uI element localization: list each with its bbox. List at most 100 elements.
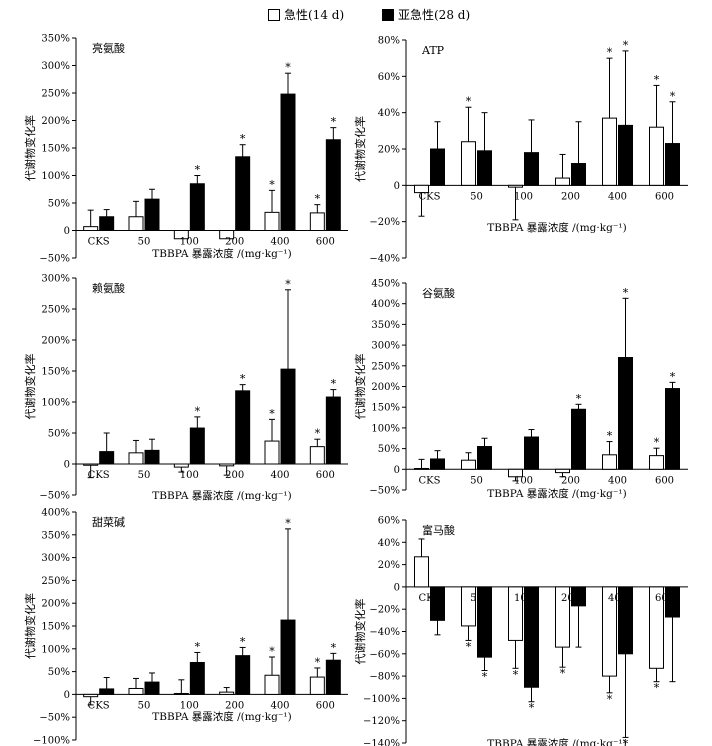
x-tick-label: 50: [138, 700, 151, 711]
bar-subacute: [477, 446, 492, 470]
y-tick-label: 350%: [41, 530, 70, 541]
y-tick-label: 250%: [41, 89, 70, 100]
x-tick-label: CKS: [419, 593, 441, 604]
bar-subacute: [524, 436, 539, 470]
y-tick-label: 50%: [48, 199, 70, 210]
bar-subacute: [280, 619, 296, 695]
bar-acute: [414, 467, 429, 470]
bar-acute: [649, 126, 664, 186]
bar-subacute: [144, 681, 160, 695]
x-tick-label: 600: [655, 475, 674, 486]
bar-acute: [264, 674, 280, 695]
bar-acute: [602, 454, 617, 470]
bar-acute: [83, 226, 99, 231]
x-tick-label: 200: [225, 237, 244, 248]
y-tick-label: −20%: [369, 217, 400, 228]
x-tick-label: 50: [470, 475, 483, 486]
bar-subacute: [189, 661, 205, 695]
bar-acute: [649, 455, 664, 470]
x-tick-label: 400: [608, 475, 627, 486]
y-tick-label: 20%: [378, 560, 400, 571]
bar-acute: [128, 452, 144, 465]
x-tick-label: 600: [655, 593, 674, 604]
bar-subacute: [665, 143, 680, 186]
significance-mark: *: [607, 693, 613, 706]
y-tick-label: 20%: [378, 145, 400, 156]
bar-subacute: [325, 659, 341, 695]
bar-subacute: [235, 655, 251, 695]
y-tick-label: 300%: [41, 274, 70, 285]
y-tick-label: 300%: [41, 553, 70, 564]
panel-title: ATP: [421, 44, 445, 57]
significance-mark: *: [623, 737, 629, 746]
y-tick-label: −120%: [363, 716, 400, 727]
y-tick-label: 0: [394, 465, 400, 476]
y-axis-title: 代谢物变化率: [353, 116, 367, 182]
bar-subacute: [99, 688, 115, 695]
x-tick-label: 400: [270, 237, 289, 248]
y-tick-label: 250%: [41, 305, 70, 316]
y-tick-label: 200%: [41, 599, 70, 610]
y-tick-label: 60%: [378, 516, 400, 527]
y-tick-label: −100%: [33, 736, 70, 746]
bar-acute: [219, 463, 235, 467]
bar-subacute: [618, 357, 633, 470]
y-tick-label: −140%: [363, 739, 400, 746]
legend: 急性(14 d) 亚急性(28 d): [0, 6, 712, 26]
y-tick-label: 150%: [41, 367, 70, 378]
bar-subacute: [618, 124, 633, 186]
x-tick-label: 400: [270, 470, 289, 481]
y-tick-label: 80%: [378, 36, 400, 47]
y-tick-label: 150%: [371, 403, 400, 414]
y-tick-label: −50%: [369, 486, 400, 497]
x-tick-label: 600: [316, 470, 335, 481]
x-axis-title: TBBPA 暴露浓度 /(mg·kg⁻¹): [152, 489, 291, 502]
y-axis-title: 代谢物变化率: [353, 599, 367, 665]
x-tick-label: CKS: [419, 191, 441, 202]
bar-subacute: [524, 152, 539, 186]
x-tick-label: 100: [514, 191, 533, 202]
x-tick-label: 100: [180, 470, 199, 481]
significance-mark: *: [195, 164, 201, 177]
x-axis-title: TBBPA 暴露浓度 /(mg·kg⁻¹): [487, 221, 626, 234]
significance-mark: *: [195, 640, 201, 653]
significance-mark: *: [331, 378, 337, 391]
bar-subacute: [144, 449, 160, 465]
x-tick-label: 100: [514, 475, 533, 486]
y-tick-label: 100%: [41, 644, 70, 655]
significance-mark: *: [654, 436, 660, 449]
bar-acute: [219, 691, 235, 695]
y-tick-label: 0: [394, 582, 400, 593]
bar-acute: [83, 693, 99, 698]
y-tick-label: 350%: [371, 320, 400, 331]
x-tick-label: CKS: [88, 470, 110, 481]
bar-acute: [309, 676, 325, 695]
bar-subacute: [280, 368, 296, 465]
y-tick-label: 100%: [371, 423, 400, 434]
legend-label-subacute: 亚急性(28 d): [398, 8, 471, 22]
legend-label-acute: 急性(14 d): [284, 8, 345, 22]
significance-mark: *: [654, 682, 660, 695]
significance-mark: *: [285, 278, 291, 291]
bar-acute: [461, 141, 476, 186]
panel-title: 富马酸: [422, 523, 455, 537]
bar-subacute: [235, 390, 251, 465]
y-tick-label: 250%: [41, 576, 70, 587]
significance-mark: *: [240, 133, 246, 146]
x-axis-title: TBBPA 暴露浓度 /(mg·kg⁻¹): [152, 247, 291, 260]
x-tick-label: CKS: [419, 475, 441, 486]
chart-panel-1: −50% 0 50% 100% 150% 200% 250% 300% 350% 代谢物变化率 亮氨…: [23, 34, 348, 265]
significance-mark: *: [315, 193, 321, 206]
significance-mark: *: [482, 671, 488, 684]
significance-mark: *: [560, 667, 566, 680]
significance-mark: *: [576, 392, 582, 405]
y-tick-label: −50%: [39, 254, 70, 265]
bar-subacute: [235, 156, 251, 231]
bar-acute: [264, 211, 280, 232]
y-axis-title: 代谢物变化率: [23, 115, 37, 181]
y-tick-label: 200%: [41, 336, 70, 347]
significance-mark: *: [285, 61, 291, 74]
x-tick-label: 600: [316, 237, 335, 248]
chart-panel-2: −40% −20% 0 20% 40% 60% 80% 代谢物变化率 ATP CKS * 50 100 2…: [353, 36, 688, 265]
